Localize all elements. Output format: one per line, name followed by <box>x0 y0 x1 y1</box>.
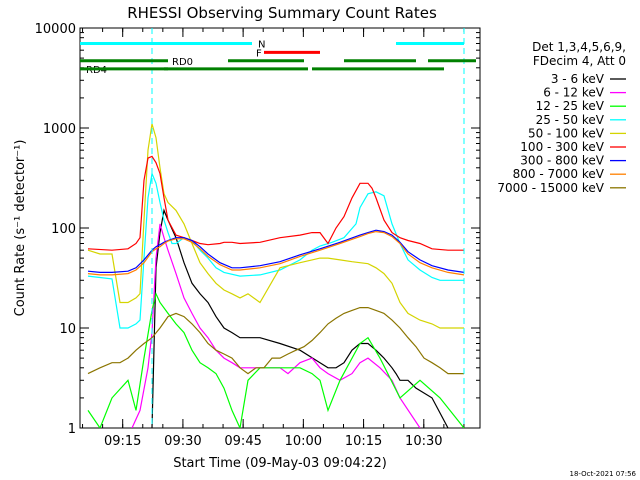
legend-label: 12 - 25 keV <box>536 99 605 113</box>
legend-label: 300 - 800 keV <box>520 154 604 168</box>
y-tick-label: 10 <box>59 322 76 337</box>
series-line-0 <box>151 208 449 428</box>
series-line-8 <box>87 307 464 375</box>
legend-label: 50 - 100 keV <box>528 126 605 140</box>
x-axis: 09:15 09:30 09:45 10:00 10:15 10:30 <box>104 434 443 449</box>
chart-title: RHESSI Observing Summary Count Rates <box>127 4 437 22</box>
series-line-1 <box>131 223 421 428</box>
x-axis-title: Start Time (09-May-03 09:04:22) <box>173 456 387 471</box>
series-line-3 <box>87 171 464 329</box>
series-line-2 <box>87 291 465 428</box>
x-tick-label: 10:15 <box>345 434 382 449</box>
legend-label: 7000 - 15000 keV <box>497 181 604 195</box>
y-axis: 1 10 100 1000 10000 <box>35 22 76 437</box>
legend: Det 1,3,4,5,6,9, FDecim 4, Att 0 3 - 6 k… <box>497 40 626 195</box>
series-line-5 <box>87 155 464 251</box>
y-tick-label: 1000 <box>43 122 76 137</box>
series-line-6 <box>87 229 465 273</box>
footer-date: 18-Oct-2021 07:56 <box>570 470 637 478</box>
x-tick-label: 10:30 <box>405 434 442 449</box>
legend-header-line-2: FDecim 4, Att 0 <box>533 54 626 68</box>
flag-label-rd0: RD0 <box>172 57 193 68</box>
legend-header-line-1: Det 1,3,4,5,6,9, <box>532 40 626 54</box>
legend-entries: 3 - 6 keV 6 - 12 keV 12 - 25 keV 25 - 50… <box>497 72 626 195</box>
tick-layer <box>80 27 480 429</box>
y-axis-title: Count Rate (s⁻¹ detector⁻¹) <box>13 140 28 317</box>
legend-label: 3 - 6 keV <box>551 72 605 86</box>
flag-label-f: F <box>256 48 262 59</box>
x-tick-label: 09:30 <box>164 434 201 449</box>
flag-label-n: N <box>258 39 265 50</box>
legend-label: 100 - 300 keV <box>520 140 604 154</box>
legend-label: 6 - 12 keV <box>543 86 605 100</box>
x-tick-label: 10:00 <box>285 434 322 449</box>
legend-label: 25 - 50 keV <box>536 113 605 127</box>
series-line-7 <box>87 230 465 276</box>
legend-label: 800 - 7000 keV <box>513 167 605 181</box>
y-tick-label: 10000 <box>35 22 76 37</box>
x-tick-label: 09:15 <box>104 434 141 449</box>
series-layer <box>87 28 465 428</box>
y-tick-label: 1 <box>68 422 76 437</box>
flag-layer: N F RD0 RD4 <box>80 39 476 76</box>
y-tick-label: 100 <box>51 222 76 237</box>
x-tick-label: 09:45 <box>224 434 261 449</box>
series-line-4 <box>87 123 464 329</box>
